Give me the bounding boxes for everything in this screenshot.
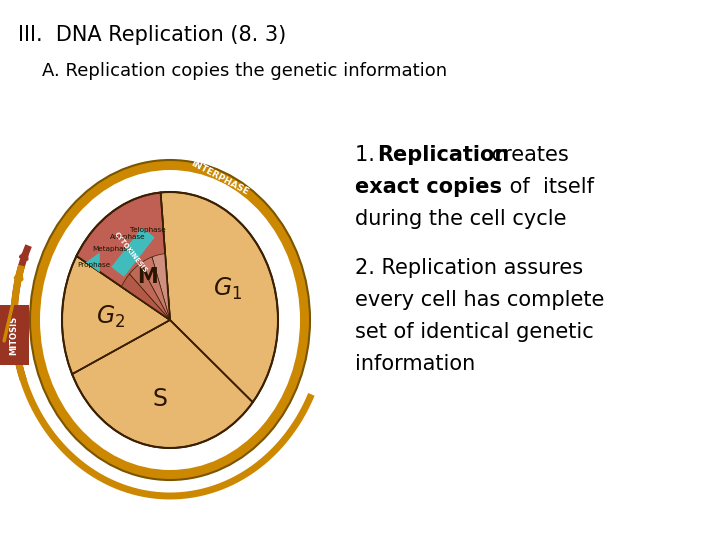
Text: exact copies: exact copies <box>355 177 502 197</box>
Text: set of identical genetic: set of identical genetic <box>355 322 594 342</box>
Text: every cell has complete: every cell has complete <box>355 290 604 310</box>
Polygon shape <box>161 192 278 402</box>
Ellipse shape <box>40 170 300 470</box>
Text: S: S <box>152 387 167 410</box>
Text: Anaphase: Anaphase <box>109 234 145 240</box>
Text: Telophase: Telophase <box>130 227 166 233</box>
Text: 2. Replication assures: 2. Replication assures <box>355 258 583 278</box>
Text: INTERPHASE: INTERPHASE <box>189 159 251 197</box>
Text: III.  DNA Replication (8. 3): III. DNA Replication (8. 3) <box>18 25 287 45</box>
Polygon shape <box>122 274 170 320</box>
Polygon shape <box>72 320 253 448</box>
Polygon shape <box>130 264 170 320</box>
Text: $G_2$: $G_2$ <box>96 303 125 329</box>
Text: CYTOKINESIS: CYTOKINESIS <box>113 231 149 274</box>
Text: A. Replication copies the genetic information: A. Replication copies the genetic inform… <box>42 62 447 80</box>
Text: MITOSIS: MITOSIS <box>9 315 19 355</box>
Ellipse shape <box>62 192 278 448</box>
Text: Replication: Replication <box>377 145 509 165</box>
Text: Prophase: Prophase <box>77 262 110 268</box>
Text: M: M <box>137 267 158 287</box>
Text: of  itself: of itself <box>503 177 594 197</box>
Text: $G_1$: $G_1$ <box>212 275 242 302</box>
Text: creates: creates <box>485 145 569 165</box>
Polygon shape <box>62 256 170 374</box>
Text: information: information <box>355 354 475 374</box>
Text: during the cell cycle: during the cell cycle <box>355 209 567 229</box>
Polygon shape <box>140 257 170 320</box>
FancyBboxPatch shape <box>112 227 155 277</box>
Text: Metaphase: Metaphase <box>92 246 132 252</box>
Polygon shape <box>76 192 170 320</box>
Polygon shape <box>86 252 100 272</box>
Text: 1.: 1. <box>355 145 382 165</box>
Ellipse shape <box>30 160 310 480</box>
Polygon shape <box>152 254 170 320</box>
